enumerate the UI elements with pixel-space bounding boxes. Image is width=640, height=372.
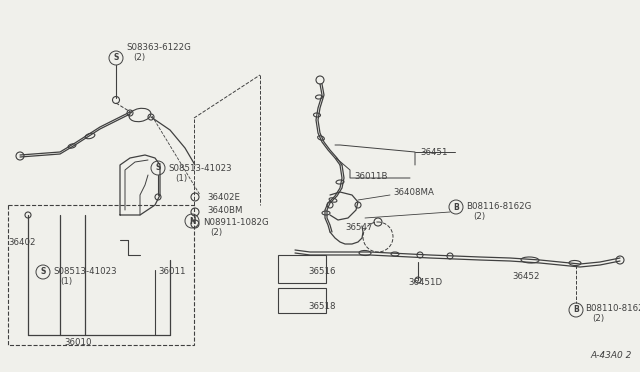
Text: 36402E: 36402E (207, 193, 240, 202)
Text: B: B (453, 202, 459, 212)
Bar (278, 288, 326, 313)
Text: 36518: 36518 (308, 302, 335, 311)
Text: 36516: 36516 (308, 267, 335, 276)
Text: S: S (113, 54, 118, 62)
Text: B: B (573, 305, 579, 314)
Text: 36451D: 36451D (408, 278, 442, 287)
Bar (8, 205, 194, 345)
Text: 36451: 36451 (420, 148, 447, 157)
Text: (1): (1) (60, 277, 72, 286)
Text: B08116-8162G: B08116-8162G (466, 202, 531, 211)
Text: S08513-41023: S08513-41023 (53, 267, 116, 276)
Text: S08363-6122G: S08363-6122G (126, 43, 191, 52)
Text: N: N (189, 217, 195, 225)
Text: S: S (156, 164, 161, 173)
Text: 36402: 36402 (8, 238, 35, 247)
Text: S08513-41023: S08513-41023 (168, 164, 232, 173)
Text: (2): (2) (592, 314, 604, 323)
Text: S: S (40, 267, 45, 276)
Text: B08110-8162D: B08110-8162D (585, 304, 640, 313)
Text: 36011: 36011 (158, 267, 186, 276)
Text: (1): (1) (175, 174, 187, 183)
Text: 36452: 36452 (512, 272, 540, 281)
Text: 36547: 36547 (345, 223, 372, 232)
Bar (278, 255, 326, 283)
Text: 3640BM: 3640BM (207, 206, 243, 215)
Text: N08911-1082G: N08911-1082G (203, 218, 269, 227)
Text: (2): (2) (133, 53, 145, 62)
Text: (2): (2) (473, 212, 485, 221)
Text: 36011B: 36011B (354, 172, 387, 181)
Text: A-43A0 2: A-43A0 2 (591, 351, 632, 360)
Text: 36010: 36010 (64, 338, 92, 347)
Text: 36408MA: 36408MA (393, 188, 434, 197)
Text: (2): (2) (210, 228, 222, 237)
